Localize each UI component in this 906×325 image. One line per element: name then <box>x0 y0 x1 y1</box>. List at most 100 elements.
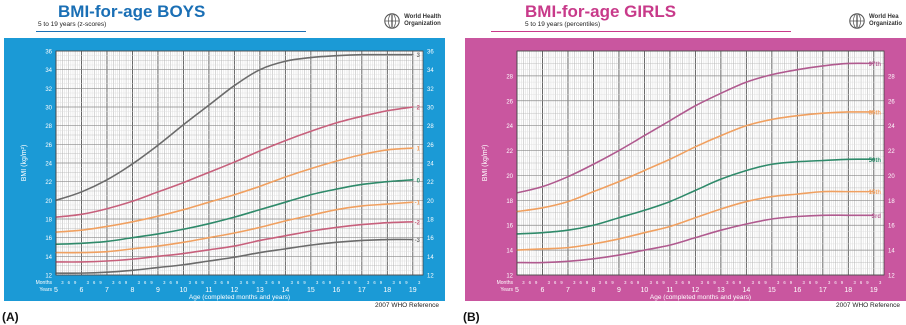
y-tick-label-left: 14 <box>45 255 52 261</box>
y-tick-label-left: 22 <box>506 149 513 155</box>
series-label: -3 <box>415 238 421 244</box>
month-tick-label: 6 <box>809 280 812 285</box>
year-tick-label: 15 <box>768 287 776 294</box>
month-tick-label: 9 <box>150 280 153 285</box>
month-tick-label: 3 <box>548 280 551 285</box>
months-label: Months <box>497 280 514 286</box>
month-tick-label: 3 <box>163 280 166 285</box>
year-tick-label: 7 <box>105 287 109 294</box>
year-tick-label: 9 <box>156 287 160 294</box>
month-tick-label: 3 <box>112 280 115 285</box>
y-tick-label-right: 22 <box>427 180 434 186</box>
series-label: 2 <box>417 106 421 112</box>
series-line-0 <box>55 179 414 245</box>
month-tick-label: 9 <box>866 280 869 285</box>
month-tick-label: 6 <box>271 280 274 285</box>
series-label: 85th <box>869 110 882 116</box>
y-tick-label-right: 14 <box>427 255 434 261</box>
year-tick-label: 11 <box>205 287 212 294</box>
month-tick-label: 6 <box>373 280 376 285</box>
who-name: World Hea Organizatio <box>869 14 902 28</box>
month-tick-label: 3 <box>316 280 319 285</box>
year-tick-label: 19 <box>409 287 417 294</box>
series-label: 15th <box>869 190 882 196</box>
month-tick-label: 9 <box>713 280 716 285</box>
series-line-15th <box>516 190 875 251</box>
month-tick-label: 9 <box>278 280 281 285</box>
month-tick-label: 3 <box>522 280 525 285</box>
month-tick-label: 6 <box>783 280 786 285</box>
year-tick-label: 5 <box>54 287 58 294</box>
y-tick-label-left: 28 <box>506 74 513 80</box>
month-tick-label: 6 <box>246 280 249 285</box>
who-name-line2: Organizatio <box>868 21 902 27</box>
y-tick-label-right: 18 <box>427 218 434 224</box>
girls-bmi-panel: BMI-for-age GIRLS 5 to 19 years (percent… <box>461 0 906 325</box>
y-tick-label-right: 32 <box>427 87 434 93</box>
month-tick-label: 9 <box>688 280 691 285</box>
series-label: 3rd <box>872 214 882 220</box>
year-tick-label: 10 <box>641 287 649 294</box>
month-tick-label: 3 <box>803 280 806 285</box>
year-tick-label: 11 <box>666 287 673 294</box>
y-tick-label-right: 34 <box>427 68 434 74</box>
month-tick-label: 3 <box>828 280 831 285</box>
month-tick-label: 9 <box>815 280 818 285</box>
month-tick-label: 9 <box>74 280 77 285</box>
chart-title: BMI-for-age GIRLS <box>525 2 677 21</box>
month-tick-label: 6 <box>860 280 863 285</box>
y-tick-label-left: 20 <box>45 199 52 205</box>
year-tick-label: 5 <box>515 287 519 294</box>
month-tick-label: 6 <box>758 280 761 285</box>
girls-bmi-chart: 12 12 14 14 16 16 18 18 20 20 22 22 24 24 26 26 28 28 BMI … <box>482 50 895 301</box>
month-tick-label: 3 <box>599 280 602 285</box>
who-name: World Health Organization <box>404 14 441 28</box>
month-tick-label: 3 <box>138 280 141 285</box>
month-tick-label: 6 <box>297 280 300 285</box>
series-label: -1 <box>415 201 421 207</box>
y-tick-label-left: 14 <box>506 249 513 255</box>
who-logo: World Health Organization <box>383 12 441 30</box>
month-tick-label: 9 <box>841 280 844 285</box>
y-tick-label-right: 28 <box>888 74 895 80</box>
month-tick-label: 6 <box>119 280 122 285</box>
plot-border <box>55 50 424 276</box>
month-tick-label: 3 <box>342 280 345 285</box>
month-tick-label: 3 <box>879 280 882 285</box>
month-tick-label: 9 <box>227 280 230 285</box>
month-tick-label: 6 <box>68 280 71 285</box>
y-tick-label-left: 24 <box>45 162 52 168</box>
who-emblem-icon <box>384 13 400 29</box>
series-label: -2 <box>415 220 421 226</box>
month-tick-label: 6 <box>529 280 532 285</box>
month-tick-label: 6 <box>195 280 198 285</box>
month-tick-label: 3 <box>87 280 90 285</box>
y-tick-label-right: 26 <box>888 99 895 105</box>
x-axis-label: Age (completed months and years) <box>189 294 290 301</box>
year-tick-label: 16 <box>332 287 340 294</box>
y-tick-label-left: 12 <box>45 274 52 280</box>
series-line-85th <box>516 111 875 213</box>
series-line-50th <box>516 158 875 235</box>
y-tick-label-left: 36 <box>45 50 52 56</box>
month-tick-label: 6 <box>322 280 325 285</box>
month-tick-label: 3 <box>367 280 370 285</box>
month-tick-label: 6 <box>707 280 710 285</box>
title-divider <box>491 31 791 32</box>
who-name-line1: World Health <box>404 14 441 20</box>
series-label: 50th <box>869 158 882 164</box>
y-tick-label-left: 24 <box>506 124 513 130</box>
year-tick-label: 13 <box>717 287 725 294</box>
y-tick-label-right: 14 <box>888 249 895 255</box>
month-tick-label: 6 <box>348 280 351 285</box>
year-tick-label: 8 <box>131 287 135 294</box>
y-tick-label-right: 36 <box>427 50 434 56</box>
y-tick-label-left: 16 <box>506 224 513 230</box>
month-tick-label: 3 <box>701 280 704 285</box>
chart-subtitle: 5 to 19 years (z-scores) <box>38 21 107 28</box>
series-label: 97th <box>869 62 882 68</box>
series-line-3 <box>55 53 414 202</box>
month-tick-label: 9 <box>354 280 357 285</box>
y-tick-label-left: 20 <box>506 174 513 180</box>
month-tick-label: 3 <box>752 280 755 285</box>
